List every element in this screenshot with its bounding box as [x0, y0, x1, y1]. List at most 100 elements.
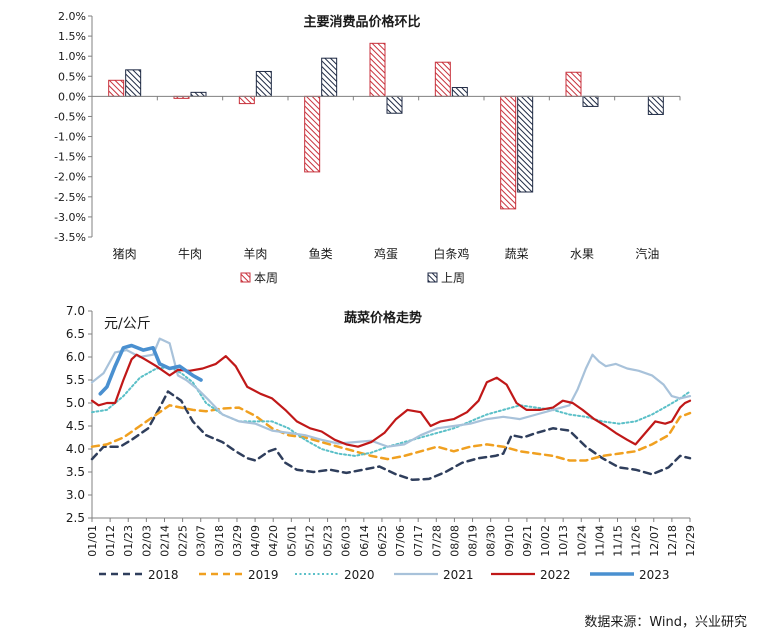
line-legend: 2018 2019 2020 2021 2022 2023: [99, 568, 670, 582]
line-series: [90, 337, 692, 482]
line-x-tick-label: 06/14: [358, 525, 371, 557]
bar-y-tick-label: 1.0%: [58, 50, 86, 63]
bar-上周-猪肉: [125, 69, 142, 97]
bar-category-label: 牛肉: [178, 246, 202, 261]
bar-y-tick-label: -3.5%: [54, 231, 86, 244]
bar-y-tick-label: 2.0%: [58, 10, 86, 23]
bar-上周-水果: [582, 95, 599, 107]
line-x-tick-label: 12/18: [666, 525, 679, 557]
line-x-axis: 01/01 01/12 01/23 02/03 02/14 02/25 03/07 03/18…: [86, 517, 697, 557]
bar-本周-猪肉: [108, 79, 125, 97]
line-y-tick-label: 5.0: [66, 396, 85, 410]
bar-category-label: 羊肉: [243, 246, 267, 261]
bar-本周-鸡蛋: [369, 42, 386, 97]
line-chart-title: 蔬菜价格走势: [344, 310, 422, 326]
bar-本周-鱼类: [304, 95, 321, 173]
line-legend-label: 2023: [639, 568, 670, 582]
bar-legend: 本周 上周: [240, 271, 465, 285]
line-x-tick-label: 02/03: [140, 525, 153, 557]
bar-chart-title: 主要消费品价格环比: [303, 14, 420, 30]
bar-本周-水果: [565, 71, 582, 97]
line-x-tick-label: 06/03: [340, 525, 353, 557]
line-y-tick-label: 7.0: [66, 304, 85, 318]
line-x-tick-label: 11/26: [630, 525, 643, 557]
line-series-2021: [90, 337, 692, 448]
line-x-tick-label: 12/07: [648, 525, 661, 557]
line-x-tick-label: 09/10: [503, 525, 516, 557]
line-x-tick-label: 06/25: [376, 525, 389, 557]
line-legend-label: 2018: [148, 568, 179, 582]
bar-本周-羊肉: [238, 95, 255, 105]
bar-legend-swatch: [240, 272, 251, 283]
bar-y-tick-label: 1.5%: [58, 30, 86, 43]
line-x-tick-label: 11/15: [612, 525, 625, 557]
line-y-tick-label: 6.5: [66, 327, 85, 341]
bar-y-tick-label: -1.0%: [54, 131, 86, 144]
bar-上周-鸡蛋: [386, 95, 403, 114]
line-legend-label: 2019: [248, 568, 279, 582]
line-x-tick-label: 07/17: [412, 525, 425, 557]
line-x-tick-label: 05/01: [285, 525, 298, 557]
bar-y-axis: 2.0% 1.5% 1.0% 0.5% 0.0% -0.5% -1.0% -1.5% -2.0%…: [54, 10, 93, 244]
source-note: 数据来源：Wind，兴业研究: [584, 615, 747, 630]
line-series-2022: [90, 353, 692, 448]
line-x-tick-label: 12/29: [684, 525, 697, 557]
line-x-tick-label: 09/21: [521, 525, 534, 557]
bar-y-tick-label: -0.5%: [54, 110, 86, 123]
line-x-tick-label: 08/30: [485, 525, 498, 557]
bar-y-tick-label: -2.5%: [54, 191, 86, 204]
bar-category-label: 鱼类: [309, 247, 333, 261]
bar-y-tick-label: -1.5%: [54, 151, 86, 164]
bar-本周-白条鸡: [434, 61, 451, 97]
line-y-tick-label: 2.5: [66, 511, 85, 525]
line-y-tick-label: 5.5: [66, 373, 85, 387]
line-y-tick-label: 4.0: [66, 442, 85, 456]
line-series-2023: [98, 343, 203, 396]
bar-上周-鱼类: [321, 57, 338, 97]
line-x-tick-label: 02/14: [158, 525, 171, 557]
bar-x-axis: 猪肉 牛肉 羊肉 鱼类 鸡蛋 白条鸡 蔬菜 水果 汽油: [91, 95, 681, 261]
line-x-tick-label: 01/01: [86, 525, 99, 557]
line-series-2020: [91, 366, 691, 457]
line-x-tick-label: 04/20: [267, 525, 280, 557]
bar-legend-label: 本周: [254, 271, 278, 285]
line-x-tick-label: 03/29: [231, 525, 244, 557]
bar-legend-label: 上周: [441, 271, 465, 285]
line-series-2019: [90, 404, 692, 462]
bar-category-label: 猪肉: [113, 247, 137, 261]
bar-category-label: 蔬菜: [505, 247, 529, 261]
bar-category-label: 白条鸡: [433, 246, 469, 261]
line-legend-label: 2020: [344, 568, 375, 582]
line-x-tick-label: 05/23: [322, 525, 335, 557]
line-legend-label: 2022: [540, 568, 571, 582]
line-y-tick-label: 6.0: [66, 350, 85, 364]
line-x-tick-label: 10/24: [575, 525, 588, 557]
bar-category-label: 水果: [570, 247, 594, 261]
line-x-tick-label: 08/19: [467, 525, 480, 557]
line-y-unit: 元/公斤: [104, 316, 151, 332]
line-x-tick-label: 10/13: [557, 525, 570, 557]
line-y-axis: 7.0 6.5 6.0 5.5 5.0 4.5 4.0 3.5 3.0 2.5: [66, 304, 93, 525]
line-series-2018: [90, 390, 692, 482]
line-x-tick-label: 07/06: [394, 525, 407, 557]
line-y-tick-label: 3.0: [66, 488, 85, 502]
bar-本周-蔬菜: [500, 95, 517, 210]
line-x-tick-label: 04/09: [249, 525, 262, 557]
line-x-tick-label: 03/07: [195, 525, 208, 557]
bar-y-tick-label: -2.0%: [54, 171, 86, 184]
bar-series: [108, 42, 664, 210]
line-chart: 蔬菜价格走势 元/公斤 7.0 6.5 6.0 5.5 5.0 4.5 4.0 3.5 3.0 2…: [66, 304, 697, 582]
line-x-tick-label: 01/23: [122, 525, 135, 557]
bar-category-label: 鸡蛋: [374, 246, 398, 261]
line-x-tick-label: 01/12: [104, 525, 117, 557]
line-x-tick-label: 07/28: [430, 525, 443, 557]
line-x-tick-label: 11/04: [593, 525, 606, 557]
bar-legend-swatch: [427, 272, 438, 283]
line-y-tick-label: 4.5: [66, 419, 85, 433]
bar-y-tick-label: 0.0%: [58, 90, 86, 103]
line-x-tick-label: 08/08: [448, 525, 461, 557]
bar-y-tick-label: -3.0%: [54, 211, 86, 224]
bar-y-tick-label: 0.5%: [58, 70, 86, 83]
line-x-tick-label: 03/18: [213, 525, 226, 557]
bar-上周-蔬菜: [517, 95, 534, 193]
